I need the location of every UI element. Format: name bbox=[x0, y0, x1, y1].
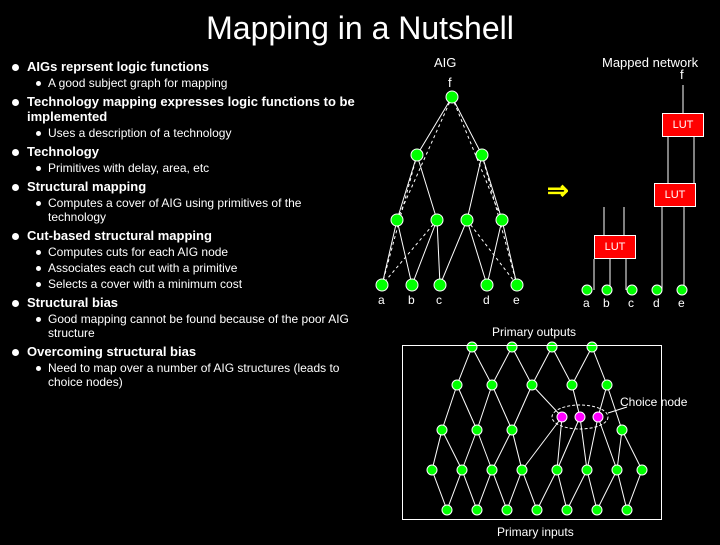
bullet-l2: Computes a cover of AIG using primitives… bbox=[36, 196, 362, 224]
bullet-l1: Structural bias bbox=[12, 295, 362, 310]
aig-input-label: c bbox=[436, 293, 442, 307]
lut-bot: LUT bbox=[594, 235, 636, 259]
content-area: AIGs reprsent logic functions A good subj… bbox=[0, 55, 720, 389]
aig-input-label: e bbox=[513, 293, 520, 307]
bullet-l1: Structural mapping bbox=[12, 179, 362, 194]
bullet-l2: Associates each cut with a primitive bbox=[36, 261, 362, 275]
bullet-l1: Overcoming structural bias bbox=[12, 344, 362, 359]
mapped-input-label: e bbox=[678, 296, 685, 310]
lut-top: LUT bbox=[662, 113, 704, 137]
bullet-l2: Primitives with delay, area, etc bbox=[36, 161, 362, 175]
primary-outputs-label: Primary outputs bbox=[492, 325, 576, 339]
bullet-l2: Uses a description of a technology bbox=[36, 126, 362, 140]
mapped-input-label: b bbox=[603, 296, 610, 310]
bullet-l1: Technology mapping expresses logic funct… bbox=[12, 94, 362, 124]
aig-input-label: d bbox=[483, 293, 490, 307]
bullet-l2: A good subject graph for mapping bbox=[36, 76, 362, 90]
primary-inputs-label: Primary inputs bbox=[497, 525, 574, 539]
mapped-input-label: d bbox=[653, 296, 660, 310]
arrow-symbol: ⇒ bbox=[547, 175, 569, 206]
choice-box bbox=[402, 345, 662, 520]
bullet-column: AIGs reprsent logic functions A good subj… bbox=[12, 55, 362, 389]
bullet-l1: Cut-based structural mapping bbox=[12, 228, 362, 243]
mapped-input-label: a bbox=[583, 296, 590, 310]
bullet-l2: Computes cuts for each AIG node bbox=[36, 245, 362, 259]
diagram-column: AIG Mapped network f f LUT LUT LUT ⇒ abc… bbox=[362, 55, 708, 389]
aig-input-label: b bbox=[408, 293, 415, 307]
slide-title: Mapping in a Nutshell bbox=[0, 0, 720, 55]
lut-mid: LUT bbox=[654, 183, 696, 207]
bullet-l1: AIGs reprsent logic functions bbox=[12, 59, 362, 74]
choice-node-label: Choice node bbox=[620, 395, 687, 409]
bullet-l2: Selects a cover with a minimum cost bbox=[36, 277, 362, 291]
bullet-l2: Good mapping cannot be found because of … bbox=[36, 312, 362, 340]
bullet-l1: Technology bbox=[12, 144, 362, 159]
mapped-input-label: c bbox=[628, 296, 634, 310]
aig-input-label: a bbox=[378, 293, 385, 307]
bullet-l2: Need to map over a number of AIG structu… bbox=[36, 361, 362, 389]
